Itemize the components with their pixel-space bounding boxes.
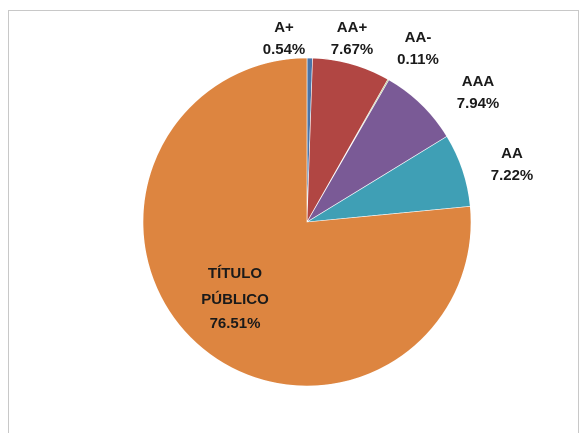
category-label: AAA xyxy=(461,73,495,90)
value-label: 7.67% xyxy=(330,41,374,58)
value-label: 7.94% xyxy=(456,95,500,112)
pie-slice xyxy=(142,57,472,387)
data-label: AA 7.22% xyxy=(491,143,534,187)
data-label: AA- 0.11% xyxy=(397,27,439,71)
value-label: 76.51% xyxy=(209,315,261,332)
data-label: AA+ 7.67% xyxy=(331,17,374,61)
category-label: A+ xyxy=(274,19,294,36)
data-label: TÍTULO PÚBLICO 76.51% xyxy=(195,261,275,335)
frame xyxy=(8,10,579,433)
category-label: AA+ xyxy=(336,19,368,36)
category-label: AA- xyxy=(404,29,432,46)
value-label: 0.54% xyxy=(262,41,306,58)
data-label: AAA 7.94% xyxy=(457,71,500,115)
category-label: AA xyxy=(501,145,523,162)
value-label: 0.11% xyxy=(397,51,439,68)
category-label: TÍTULO PÚBLICO xyxy=(201,265,269,308)
data-label: A+ 0.54% xyxy=(263,17,306,61)
value-label: 7.22% xyxy=(490,167,534,184)
